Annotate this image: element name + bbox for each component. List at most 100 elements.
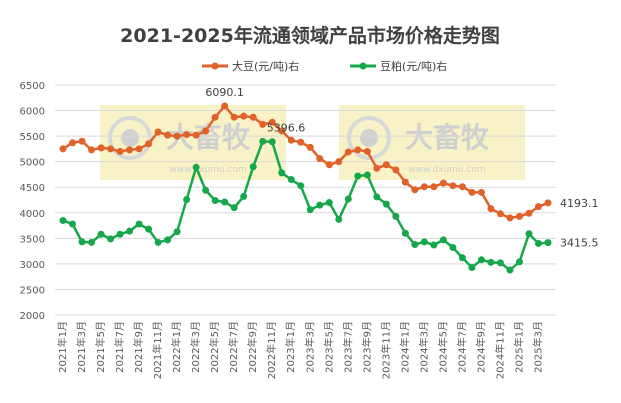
data-point [316,201,324,209]
x-tick-label: 2022年3月 [189,321,202,373]
x-tick-label: 2024年9月 [474,321,487,373]
data-point [173,132,181,140]
data-label: 3415.5 [560,237,599,250]
series-0 [59,102,552,222]
data-point [107,145,115,153]
data-point [211,113,219,121]
data-point [88,146,96,154]
y-tick-label: 3500 [20,234,45,245]
data-point [468,188,476,196]
x-tick-label: 2021年3月 [75,321,88,373]
data-point [192,163,200,171]
data-point [354,146,362,154]
data-point [268,138,276,146]
y-tick-label: 3000 [20,260,45,271]
data-label: 6090.1 [205,86,244,99]
data-point [335,158,343,166]
data-label: 5396.6 [267,121,306,134]
data-point [69,139,77,147]
series-line [62,140,549,272]
y-tick-label: 5000 [20,158,45,169]
data-point [534,203,542,211]
x-tick-label: 2025年3月 [531,321,544,373]
data-point [164,131,172,139]
data-point [363,147,371,155]
data-point [420,238,428,246]
watermark-text: 大畜牧 [405,121,490,154]
data-point [287,136,295,144]
y-tick-label: 6500 [20,81,45,92]
y-tick-label: 2000 [20,311,45,322]
data-point [164,236,172,244]
data-point [496,210,504,218]
data-point [487,205,495,213]
data-point [496,259,504,267]
data-point [382,200,390,208]
data-point [506,266,514,274]
data-point [534,239,542,247]
data-point [240,112,248,120]
data-point [449,244,457,252]
data-point [544,199,552,207]
data-point [344,148,352,156]
data-point [183,131,191,139]
data-point [477,256,485,264]
x-tick-label: 2022年1月 [170,321,183,373]
data-point [278,127,286,135]
data-point [401,178,409,186]
data-point [107,235,115,243]
legend-marker [211,62,219,70]
data-point [211,197,219,205]
data-point [544,239,552,247]
data-point [515,258,523,266]
data-point [230,113,238,121]
data-point [506,214,514,222]
data-point [154,238,162,246]
x-tick-label: 2022年9月 [246,321,259,373]
x-tick-label: 2024年5月 [436,321,449,373]
data-point [297,182,305,190]
data-point [126,227,134,235]
y-tick-label: 2500 [20,285,45,296]
data-point [202,127,210,135]
data-point [525,209,533,217]
data-point [344,195,352,203]
data-point [430,183,438,191]
data-point [287,176,295,184]
data-point [69,220,77,228]
data-point [97,230,105,238]
data-point [373,193,381,201]
data-point [259,120,267,128]
x-tick-label: 2021年1月 [56,321,69,373]
x-tick-label: 2023年7月 [341,321,354,373]
data-point [525,230,533,238]
series-1 [59,137,552,274]
legend-label: 豆粕(元/吨)右 [380,59,447,73]
data-point [249,163,257,171]
x-tick-label: 2023年1月 [284,321,297,373]
data-point [135,145,143,153]
data-point [354,172,362,180]
data-point [306,143,314,151]
data-point [335,215,343,223]
data-point [259,137,267,145]
data-point [249,113,257,121]
legend-marker [359,62,367,70]
x-tick-label: 2024年1月 [398,321,411,373]
x-tick-label: 2024年3月 [417,321,430,373]
data-point [401,229,409,237]
x-tick-label: 2024年7月 [455,321,468,373]
data-point [145,225,153,233]
data-point [468,263,476,271]
data-point [392,212,400,220]
data-point [449,182,457,190]
data-point [420,183,428,191]
data-point [306,206,314,214]
data-point [154,128,162,136]
data-point [297,138,305,146]
data-point [487,258,495,266]
x-tick-label: 2024年11月 [493,321,506,379]
data-point [325,199,333,207]
data-point [411,240,419,248]
